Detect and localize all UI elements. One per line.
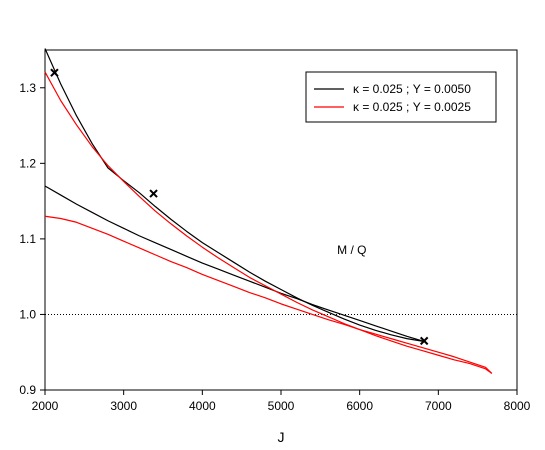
series-layer — [44, 48, 493, 374]
x-tick-label: 5000 — [268, 399, 295, 413]
x-axis-title: J — [278, 429, 285, 445]
legend-box — [305, 71, 497, 123]
series-line-2 — [44, 185, 426, 343]
x-tick-label: 6000 — [346, 399, 373, 413]
y-tick-label: 1.0 — [19, 307, 36, 321]
y-tick-label: 1.3 — [19, 81, 36, 95]
legend-label-1: κ = 0.025 ; Y = 0.0050 — [353, 82, 471, 96]
y-tick-label: 0.9 — [19, 383, 36, 397]
x-axis: 2000 3000 4000 5000 6000 7000 8000 — [32, 390, 531, 413]
x-marker-2 — [149, 189, 158, 198]
series-line-1 — [44, 48, 426, 343]
legend-label-2: κ = 0.025 ; Y = 0.0025 — [353, 100, 471, 114]
x-marker-1 — [50, 68, 59, 77]
y-axis: 0.9 1.0 1.1 1.2 1.3 — [19, 81, 45, 397]
x-tick-label: 2000 — [32, 399, 59, 413]
x-marker-3 — [419, 336, 429, 346]
x-tick-label: 3000 — [110, 399, 137, 413]
y-tick-label: 1.2 — [19, 156, 36, 170]
x-tick-label: 7000 — [425, 399, 452, 413]
annotation-text: M / Q — [337, 243, 366, 257]
marker-layer — [50, 68, 429, 346]
x-tick-label: 8000 — [504, 399, 531, 413]
y-tick-label: 1.1 — [19, 232, 36, 246]
series-line-4 — [44, 215, 493, 374]
x-tick-label: 4000 — [189, 399, 216, 413]
series-line-3 — [44, 71, 493, 374]
legend: κ = 0.025 ; Y = 0.0050 κ = 0.025 ; Y = 0… — [305, 71, 497, 123]
